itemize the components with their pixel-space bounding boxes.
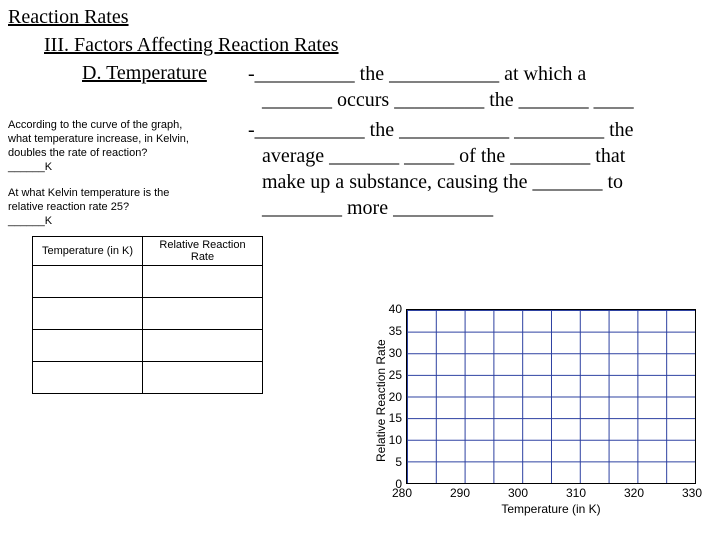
- chart-xtick: 280: [392, 486, 412, 500]
- table-cell: [143, 298, 263, 330]
- question-1-line-1: According to the curve of the graph,: [8, 118, 182, 132]
- table-cell: [143, 362, 263, 394]
- question-1-line-2: what temperature increase, in Kelvin,: [8, 132, 189, 146]
- table-row: [33, 266, 263, 298]
- question-2-line-3: ______K: [8, 214, 52, 228]
- notes-line-4: average _______ _____ of the ________ th…: [262, 144, 625, 169]
- chart-ylabel: Relative Reaction Rate: [374, 339, 388, 462]
- question-1-line-4: ______K: [8, 160, 52, 174]
- question-1-line-3: doubles the rate of reaction?: [8, 146, 147, 160]
- table-cell: [143, 330, 263, 362]
- data-table: Temperature (in K) Relative Reaction Rat…: [32, 236, 263, 394]
- chart-xtick: 320: [624, 486, 644, 500]
- page-title: Reaction Rates: [8, 6, 129, 29]
- table-header-temperature: Temperature (in K): [33, 237, 143, 266]
- notes-line-1: -__________ the ___________ at which a: [248, 62, 586, 87]
- question-2-line-1: At what Kelvin temperature is the: [8, 186, 169, 200]
- table-cell: [143, 266, 263, 298]
- chart-xtick: 330: [682, 486, 702, 500]
- notes-line-6: ________ more __________: [262, 196, 493, 221]
- chart-ytick: 35: [378, 324, 402, 338]
- table-row: [33, 298, 263, 330]
- subsection-title: D. Temperature: [82, 62, 207, 85]
- table-cell: [33, 266, 143, 298]
- chart-ytick: 40: [378, 302, 402, 316]
- table-cell: [33, 298, 143, 330]
- notes-line-2: _______ occurs _________ the _______ ___…: [262, 88, 634, 113]
- chart-xlabel: Temperature (in K): [406, 502, 696, 516]
- chart-xtick: 300: [508, 486, 528, 500]
- chart-xtick: 310: [566, 486, 586, 500]
- chart-xtick: 290: [450, 486, 470, 500]
- notes-line-3: -___________ the ___________ _________ t…: [248, 118, 634, 143]
- chart: 0510152025303540280290300310320330Relati…: [362, 305, 708, 528]
- notes-line-5: make up a substance, causing the _______…: [262, 170, 623, 195]
- table-header-rate: Relative Reaction Rate: [143, 237, 263, 266]
- table-row: [33, 330, 263, 362]
- chart-grid: [406, 309, 696, 484]
- table-cell: [33, 362, 143, 394]
- section-title: III. Factors Affecting Reaction Rates: [44, 34, 339, 57]
- table-cell: [33, 330, 143, 362]
- question-2-line-2: relative reaction rate 25?: [8, 200, 129, 214]
- table-row: [33, 362, 263, 394]
